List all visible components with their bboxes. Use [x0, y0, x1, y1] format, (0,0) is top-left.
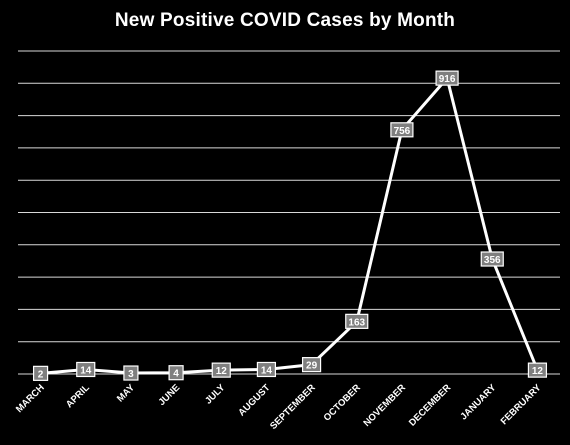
x-tick-label: DECEMBER — [407, 382, 453, 428]
x-tick-label: JUNE — [157, 382, 183, 408]
series-line-layer — [40, 76, 539, 375]
data-label: 3 — [128, 369, 134, 380]
chart-title: New Positive COVID Cases by Month — [114, 10, 456, 31]
data-label-box — [480, 251, 504, 267]
data-label: 14 — [261, 365, 273, 376]
data-label: 14 — [80, 365, 92, 376]
data-point: 4 — [168, 365, 184, 381]
data-point: 756 — [390, 122, 414, 138]
data-point: 2 — [32, 365, 49, 381]
data-label-box — [211, 362, 231, 378]
data-labels: 2 14 3 4 12 14 29 163 756 916 356 12 — [32, 70, 548, 381]
data-label-box — [123, 365, 139, 381]
x-tick-label: OCTOBER — [322, 382, 363, 423]
x-tick-label: NOVEMBER — [361, 382, 408, 429]
data-point: 916 — [435, 70, 459, 86]
data-label-box — [527, 362, 548, 378]
data-label-box — [301, 357, 322, 373]
data-point: 163 — [345, 313, 369, 329]
data-label: 163 — [348, 317, 365, 328]
data-label-box — [32, 365, 49, 381]
data-label: 756 — [394, 126, 411, 137]
data-point: 356 — [480, 251, 504, 267]
x-tick-label: APRIL — [64, 382, 92, 410]
data-point: 29 — [301, 357, 322, 373]
data-label: 12 — [216, 366, 228, 377]
data-label: 29 — [306, 361, 318, 372]
x-tick-label: AUGUST — [236, 382, 272, 418]
data-point: 14 — [76, 361, 96, 378]
data-point: 14 — [256, 361, 277, 378]
data-label: 2 — [38, 369, 44, 380]
x-tick-label: MARCH — [14, 382, 47, 415]
data-label-box — [168, 365, 184, 381]
x-tick-label: SEPTEMBER — [268, 382, 318, 432]
grid-lines — [18, 50, 560, 375]
data-point: 12 — [211, 362, 231, 378]
data-label-box — [435, 70, 459, 86]
data-label: 4 — [173, 369, 179, 380]
data-point: 3 — [123, 365, 139, 381]
data-label-box — [390, 122, 414, 138]
x-tick-label: JANUARY — [458, 382, 498, 422]
data-label-box — [76, 361, 96, 378]
data-label: 916 — [439, 74, 456, 85]
series-line — [40, 76, 539, 375]
data-label: 12 — [532, 366, 544, 377]
data-label-box — [256, 361, 277, 378]
x-tick-label: MAY — [115, 382, 138, 405]
x-tick-label: JULY — [203, 382, 228, 407]
x-tick-label: FEBRUARY — [499, 382, 544, 427]
data-label-box — [345, 313, 369, 329]
data-label: 356 — [484, 255, 501, 266]
data-point: 12 — [527, 362, 548, 378]
